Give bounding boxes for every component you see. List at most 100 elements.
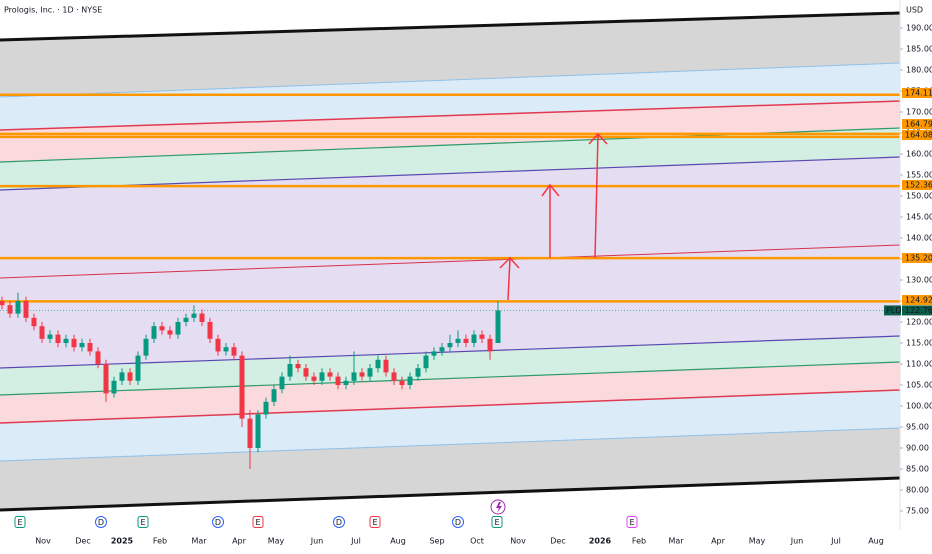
band-green xyxy=(0,128,900,190)
candle-body xyxy=(0,301,5,306)
event-label: E xyxy=(255,518,260,527)
level-tag xyxy=(902,119,932,129)
candle-body xyxy=(23,301,29,318)
level-tag xyxy=(902,130,932,140)
last-price-label: 122.76 xyxy=(905,306,932,315)
candle-body xyxy=(87,343,93,352)
candle-body xyxy=(303,368,309,377)
candle-body xyxy=(255,414,261,448)
candle-body xyxy=(239,355,245,419)
candle-body xyxy=(391,372,397,381)
candle-body xyxy=(215,338,221,352)
lightning-ring xyxy=(490,499,506,515)
channel-line xyxy=(0,11,900,42)
candles xyxy=(0,292,501,469)
x-tick-label: Apr xyxy=(232,537,247,546)
candle-body xyxy=(191,313,197,318)
event-icon xyxy=(369,516,381,528)
x-tick-label: Dec xyxy=(75,537,90,546)
candle-body xyxy=(175,322,181,335)
event-label: E xyxy=(17,518,22,527)
x-tick-label: Jul xyxy=(350,537,361,546)
event-icon xyxy=(333,516,345,528)
level-label: 174.11 xyxy=(905,89,932,98)
candle-body xyxy=(79,343,85,348)
event-icon xyxy=(491,516,503,528)
candle-body xyxy=(431,351,437,356)
arrow-head xyxy=(588,132,608,145)
event-icon xyxy=(452,516,464,528)
x-tick-label: Mar xyxy=(191,537,207,546)
band-blue xyxy=(0,63,900,130)
y-tick-label: 90.00 xyxy=(906,444,929,453)
event-label: D xyxy=(215,518,221,527)
candle-body xyxy=(471,334,477,343)
candle-body xyxy=(359,372,365,377)
lightning-icon xyxy=(496,502,502,513)
levels xyxy=(0,93,900,311)
arrow xyxy=(594,133,599,259)
arrow-head xyxy=(541,183,560,197)
candle-body xyxy=(399,380,405,385)
event-label: E xyxy=(494,518,499,527)
candle-body xyxy=(223,347,229,352)
level-tag xyxy=(902,180,932,190)
channel-line xyxy=(0,156,900,191)
y-tick-label: 100.00 xyxy=(906,402,932,411)
event-label: E xyxy=(372,518,377,527)
event-icon xyxy=(626,516,638,528)
band-green xyxy=(0,336,900,395)
candle-body xyxy=(439,347,445,352)
candle-body xyxy=(183,317,189,322)
level-label: 164.08 xyxy=(905,131,932,140)
candle-body xyxy=(95,351,101,364)
candle-body xyxy=(103,364,109,394)
x-tick-label: 2025 xyxy=(111,537,134,546)
level-tag xyxy=(902,295,932,305)
candle-body xyxy=(495,310,501,343)
y-tick-label: 95.00 xyxy=(906,423,929,432)
x-tick-label: May xyxy=(749,537,766,546)
level-tag xyxy=(902,253,932,263)
candle-body xyxy=(351,372,357,381)
candle-body xyxy=(207,322,213,339)
y-tick-label: 170.00 xyxy=(906,108,932,117)
band-lavender xyxy=(0,157,900,368)
x-tick-label: Jul xyxy=(830,537,841,546)
x-tick-label: May xyxy=(268,537,285,546)
candle-body xyxy=(279,376,285,390)
candle-body xyxy=(127,372,133,381)
time-axis xyxy=(0,530,932,550)
currency: USD xyxy=(906,6,923,15)
y-tick-label: 120.00 xyxy=(906,318,932,327)
candle-body xyxy=(111,380,117,394)
candle-body xyxy=(271,389,277,402)
level-label: 152.36 xyxy=(905,181,932,190)
level-label: 135.20 xyxy=(905,254,932,263)
y-tick-label: 85.00 xyxy=(906,465,929,474)
arrows xyxy=(499,132,608,301)
channel-line xyxy=(0,244,900,279)
y-tick-label: 190.00 xyxy=(906,24,932,33)
candle-body xyxy=(327,372,333,377)
event-label: D xyxy=(336,518,342,527)
candle-body xyxy=(143,338,149,356)
x-tick-label: Aug xyxy=(390,537,406,546)
candle-body xyxy=(455,338,461,343)
x-tick-label: Jun xyxy=(790,537,804,546)
candle-body xyxy=(263,401,269,415)
y-tick-label: 160.00 xyxy=(906,150,932,159)
event-icon xyxy=(252,516,264,528)
candle-body xyxy=(375,359,381,369)
candle-body xyxy=(199,313,205,322)
x-tick-label: Nov xyxy=(35,537,51,546)
candle-body xyxy=(151,326,157,339)
x-tick-label: Dec xyxy=(550,537,565,546)
y-tick-label: 185.00 xyxy=(906,45,932,54)
candle-body xyxy=(383,359,389,373)
candle-body xyxy=(415,368,421,377)
ticker-label: PLD xyxy=(886,306,901,315)
x-tick-label: Mar xyxy=(668,537,684,546)
candle-body xyxy=(39,326,45,339)
